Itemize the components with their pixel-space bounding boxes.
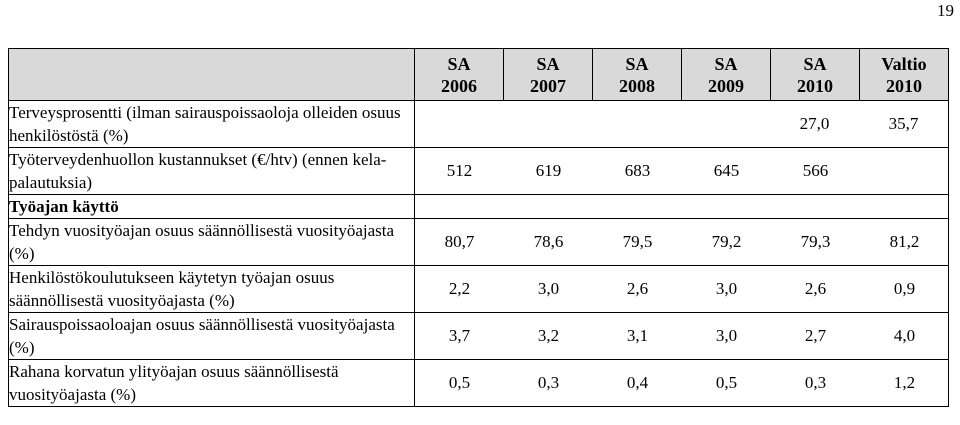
cell-value: 0,9: [893, 279, 916, 298]
cell-value: 81,2: [889, 232, 920, 251]
cell-value: 35,7: [888, 114, 919, 133]
cell-value: 645: [713, 161, 740, 180]
cell-value: 0,3: [804, 373, 827, 392]
column-header: SA 2006: [414, 48, 504, 101]
cell-value: 0,4: [626, 373, 649, 392]
cell-value: 78,6: [533, 232, 564, 251]
cell-value: 2,6: [804, 279, 827, 298]
row-label: Tehdyn vuosityöajan osuus säännöllisestä…: [8, 218, 415, 266]
column-header: SA 2008: [592, 48, 682, 101]
row-label: Henkilöstökoulutukseen käytetyn työajan …: [8, 265, 415, 313]
column-header: Valtio 2010: [859, 48, 949, 101]
table-row: Työterveydenhuollon kustannukset (€/htv)…: [8, 147, 949, 195]
cell-value: 80,7: [444, 232, 475, 251]
row-values: 80,7 78,6 79,5 79,2 79,3 81,2: [414, 218, 949, 266]
row-values: 2,2 3,0 2,6 3,0 2,6 0,9: [414, 265, 949, 313]
table-row: Terveysprosentti (ilman sairauspoissaolo…: [8, 100, 949, 148]
section-label: Työajan käyttö: [8, 194, 415, 219]
row-label: Terveysprosentti (ilman sairauspoissaolo…: [8, 100, 415, 148]
column-header: SA 2007: [503, 48, 593, 101]
row-label: Rahana korvatun ylityöajan osuus säännöl…: [8, 359, 415, 407]
column-header: SA 2009: [681, 48, 771, 101]
row-values: 0,5 0,3 0,4 0,5 0,3 1,2: [414, 359, 949, 407]
cell-value: 3,7: [448, 326, 471, 345]
row-values: 512 619 683 645 566: [414, 147, 949, 195]
column-header: SA 2010: [770, 48, 860, 101]
cell-value: 3,0: [715, 279, 738, 298]
cell-value: 619: [535, 161, 562, 180]
cell-value: 3,0: [537, 279, 560, 298]
cell-value: 79,5: [622, 232, 653, 251]
cell-value: 3,2: [537, 326, 560, 345]
table-row: Tehdyn vuosityöajan osuus säännöllisestä…: [8, 218, 949, 266]
row-label: Työterveydenhuollon kustannukset (€/htv)…: [8, 147, 415, 195]
table-row: Sairauspoissaoloajan osuus säännöllisest…: [8, 312, 949, 360]
cell-value: 0,5: [715, 373, 738, 392]
row-label: Sairauspoissaoloajan osuus säännöllisest…: [8, 312, 415, 360]
cell-value: 27,0: [799, 114, 830, 133]
statistics-table: SA 2006 SA 2007 SA 2008 SA 2009 SA 2010 Valti…: [8, 48, 949, 407]
table-row: Rahana korvatun ylityöajan osuus säännöl…: [8, 359, 949, 407]
row-values: 3,7 3,2 3,1 3,0 2,7 4,0: [414, 312, 949, 360]
cell-value: 566: [802, 161, 829, 180]
cell-value: 3,1: [626, 326, 649, 345]
row-values: 27,0 35,7: [414, 100, 949, 148]
cell-value: 0,5: [448, 373, 471, 392]
cell-value: 79,3: [800, 232, 831, 251]
cell-value: 79,2: [711, 232, 742, 251]
cell-value: 4,0: [893, 326, 916, 345]
cell-value: 0,3: [537, 373, 560, 392]
page-number: 19: [937, 1, 954, 20]
header-row: SA 2006 SA 2007 SA 2008 SA 2009 SA 2010 Valti…: [8, 48, 949, 101]
section-row: Työajan käyttö: [8, 194, 949, 219]
cell-value: 2,7: [804, 326, 827, 345]
cell-value: 2,2: [448, 279, 471, 298]
header-corner: [8, 48, 415, 101]
cell-value: 512: [446, 161, 473, 180]
cell-value: 2,6: [626, 279, 649, 298]
cell-value: 3,0: [715, 326, 738, 345]
table-row: Henkilöstökoulutukseen käytetyn työajan …: [8, 265, 949, 313]
cell-value: 1,2: [893, 373, 916, 392]
row-values: [414, 194, 949, 219]
cell-value: 683: [624, 161, 651, 180]
